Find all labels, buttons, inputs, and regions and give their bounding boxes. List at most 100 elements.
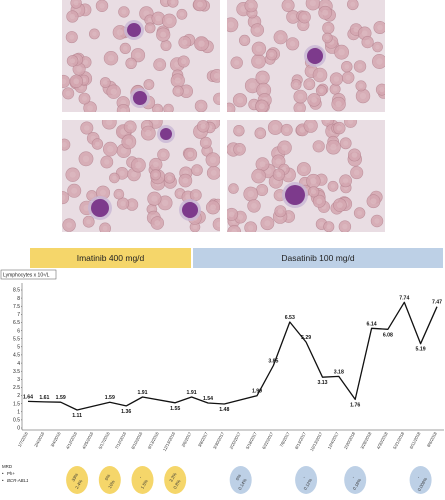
red-blood-cell	[227, 225, 241, 232]
x-axis-labels: 1/7/2016 2/4/2016 3/4/2016 4/12/2016 4/25/20…	[17, 431, 438, 452]
red-blood-cell-center	[87, 105, 93, 111]
mrd-oval-shape	[409, 466, 432, 494]
red-blood-cell-center	[277, 192, 283, 198]
lymphocyte-nucleus	[160, 128, 172, 140]
red-blood-cell-center	[209, 156, 217, 163]
red-blood-cell-center	[187, 151, 194, 158]
red-blood-cell-center	[125, 138, 132, 145]
red-blood-cell-center	[161, 199, 169, 207]
red-blood-cell-center	[251, 203, 257, 209]
red-blood-cell-center	[281, 144, 288, 151]
y-tick-label: 6	[17, 328, 20, 334]
dasatinib-label: Dasatinib 100 mg/d	[281, 253, 355, 263]
mrd-oval-shape	[131, 466, 154, 494]
x-tick-label: 2/20/2018	[343, 431, 356, 450]
red-blood-cell-center	[107, 145, 114, 153]
x-tick-label: 5/21/2018	[392, 431, 405, 450]
red-blood-cell-center	[71, 187, 78, 194]
red-blood-cell-center	[269, 52, 274, 57]
micrograph-top-left	[62, 0, 220, 112]
red-blood-cell-center	[228, 211, 235, 218]
red-blood-cell-center	[257, 130, 263, 136]
x-tick-label: 4/25/2016	[81, 431, 94, 450]
y-tick-label: 8	[17, 296, 20, 302]
data-label: 5.19	[416, 347, 426, 353]
red-blood-cell-center	[167, 175, 172, 181]
red-blood-cell-center	[322, 9, 329, 16]
y-tick-label: 8.5	[13, 288, 20, 294]
red-blood-cell-center	[370, 198, 377, 205]
data-label: 1.99	[252, 389, 262, 395]
red-blood-cell-center	[251, 102, 257, 107]
red-blood-cell-center	[357, 210, 362, 216]
mrd-oval: -1.5%	[131, 466, 154, 494]
mrd-ph-value: 3.3%	[168, 472, 177, 483]
red-blood-cell-center	[62, 142, 67, 148]
red-blood-cell-center	[365, 39, 371, 45]
x-tick-label: 5/18/2017	[245, 431, 258, 450]
red-blood-cell-center	[307, 122, 314, 129]
red-blood-cell-center	[192, 224, 198, 230]
mrd-oval: 0%0.14%	[229, 466, 252, 494]
mrd-ovals: 33%2.4%0%10%-1.5%3.3%0.8%0%0.14%-0.12%-0…	[66, 466, 432, 494]
red-blood-cell-center	[92, 31, 97, 37]
lymphocyte-nucleus	[133, 91, 147, 105]
red-blood-cell-center	[286, 213, 292, 220]
x-tick-label: 2/20/2017	[228, 431, 241, 450]
mrd-legend-bullet-1: •	[2, 471, 4, 476]
red-blood-cell-center	[182, 177, 189, 184]
red-blood-cell-center	[255, 45, 262, 52]
red-blood-cell-center	[347, 120, 354, 125]
red-blood-cell-center	[156, 61, 163, 68]
red-blood-cell-center	[231, 228, 238, 232]
red-blood-cell-center	[135, 161, 142, 169]
red-blood-cell-center	[69, 34, 75, 40]
red-blood-cell-center	[82, 155, 90, 162]
y-tick-label: 7.5	[13, 304, 20, 310]
mrd-oval: -0.008%	[409, 466, 432, 494]
red-blood-cell-center	[210, 170, 217, 176]
red-blood-cell-center	[102, 225, 108, 231]
red-blood-cell-center	[361, 30, 368, 37]
mrd-ph-value: -	[416, 475, 421, 479]
mrd-legend-ph: Ph+	[7, 471, 15, 476]
red-blood-cell-center	[236, 97, 244, 104]
red-blood-cell-center	[231, 186, 236, 191]
mrd-bcr-value: 1.5%	[140, 479, 149, 490]
y-tick-label: 5.5	[13, 336, 20, 342]
red-blood-cell-center	[335, 101, 342, 108]
data-label: 1.59	[105, 395, 115, 401]
micrograph-top-right	[227, 0, 385, 112]
red-blood-cell-center	[147, 17, 153, 23]
red-blood-cell-center	[146, 82, 152, 87]
micrograph-image	[227, 120, 385, 232]
micrograph-image	[227, 0, 385, 112]
red-blood-cell-center	[198, 103, 204, 109]
mrd-title: MRD	[2, 464, 12, 469]
red-blood-cell-center	[375, 44, 380, 50]
red-blood-cell-center	[357, 63, 363, 69]
x-tick-label: 1/7/2016	[17, 431, 29, 448]
red-blood-cell-center	[160, 31, 167, 38]
red-blood-cell-center	[351, 152, 358, 158]
red-blood-cell-center	[359, 92, 367, 100]
red-blood-cell-center	[337, 202, 343, 208]
red-blood-cell-center	[65, 90, 71, 96]
red-blood-cell-center	[160, 152, 167, 158]
red-blood-cell-center	[73, 0, 79, 6]
red-blood-cell-center	[264, 220, 271, 227]
mrd-oval-shape	[66, 466, 89, 494]
red-blood-cell-center	[309, 0, 316, 7]
data-label: 1.91	[187, 390, 197, 396]
red-blood-cell-center	[276, 172, 282, 178]
dasatinib-bar: Dasatinib 100 mg/d	[193, 248, 443, 268]
mrd-ph-value: -	[138, 475, 143, 479]
y-tick-label: 0	[17, 426, 20, 432]
x-tick-label: 5/17/2016	[98, 431, 111, 450]
red-blood-cell-center	[107, 55, 115, 62]
red-blood-cell-center	[174, 77, 181, 84]
red-blood-cell-center	[316, 198, 323, 205]
y-tick-label: 3	[17, 377, 20, 383]
red-blood-cell-center	[302, 180, 308, 186]
red-blood-cell-center	[277, 34, 284, 41]
